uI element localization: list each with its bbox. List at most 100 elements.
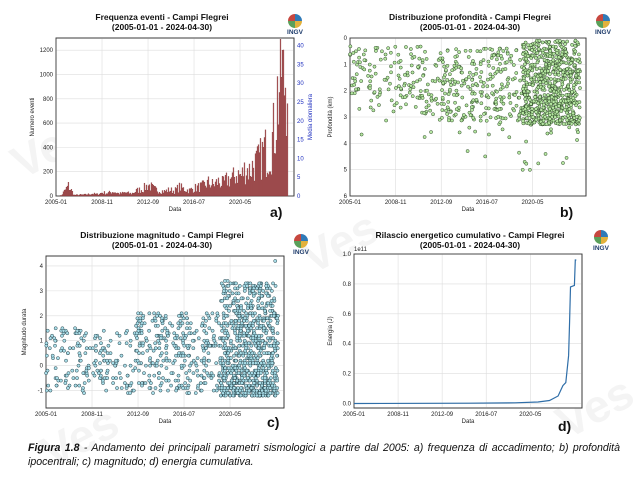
depth-point <box>523 40 528 45</box>
depth-point <box>482 80 486 85</box>
magnitude-point <box>147 386 152 390</box>
depth-point <box>534 110 538 114</box>
bar <box>146 190 149 197</box>
magnitude-point <box>153 346 158 351</box>
depth-point <box>529 77 534 82</box>
bar <box>123 192 126 197</box>
depth-point <box>483 154 488 159</box>
magnitude-point <box>169 383 173 388</box>
bar <box>257 144 260 197</box>
depth-point <box>567 88 572 92</box>
depth-point <box>424 57 429 61</box>
bar <box>259 138 262 197</box>
depth-point <box>460 70 464 75</box>
magnitude-point <box>215 383 219 388</box>
bar <box>97 194 100 197</box>
bar <box>147 185 150 197</box>
magnitude-point <box>194 328 199 333</box>
chart-c-title: Distribuzione magnitudo - Campi Flegrei … <box>12 230 312 250</box>
depth-point <box>542 58 547 62</box>
magnitude-point <box>253 311 257 316</box>
bar <box>232 167 235 197</box>
magnitude-point <box>79 336 84 341</box>
depth-point <box>442 64 447 69</box>
magnitude-point <box>139 323 144 328</box>
bar <box>233 177 236 197</box>
magnitude-point <box>244 311 248 316</box>
depth-point <box>367 62 372 67</box>
depth-point <box>566 114 571 118</box>
depth-point <box>514 48 519 53</box>
x-tick-label: 2016-07 <box>476 200 499 206</box>
magnitude-point <box>239 296 244 301</box>
depth-point <box>479 70 484 74</box>
depth-point <box>479 101 484 106</box>
magnitude-point <box>59 378 63 383</box>
magnitude-point <box>174 353 178 358</box>
depth-point <box>534 79 539 84</box>
magnitude-point <box>264 291 269 296</box>
bar <box>116 192 119 197</box>
magnitude-point <box>142 321 147 326</box>
magnitude-point <box>65 331 70 336</box>
magnitude-point <box>212 333 216 338</box>
bar <box>124 192 127 197</box>
bar <box>153 186 156 197</box>
depth-point <box>517 95 522 100</box>
depth-point <box>478 118 483 123</box>
magnitude-point <box>60 346 64 351</box>
depth-point <box>463 48 468 53</box>
magnitude-point <box>255 316 260 321</box>
bar <box>104 194 107 197</box>
depth-point <box>529 102 533 106</box>
magnitude-point <box>182 358 187 363</box>
bar <box>95 193 98 197</box>
bar <box>214 181 217 197</box>
depth-point <box>565 39 569 44</box>
depth-point <box>389 50 393 55</box>
magnitude-point <box>91 371 95 375</box>
magnitude-point <box>254 343 258 348</box>
magnitude-point <box>181 386 185 390</box>
bar <box>211 179 214 197</box>
bar <box>120 193 123 197</box>
magnitude-point <box>117 371 122 375</box>
depth-point <box>572 101 577 105</box>
depth-point <box>418 89 423 93</box>
y-axis-label: Profondità (km) <box>328 96 334 137</box>
depth-point <box>551 70 556 74</box>
magnitude-point <box>253 361 258 365</box>
magnitude-point <box>114 376 118 380</box>
bar <box>218 183 221 197</box>
bar <box>77 195 80 197</box>
magnitude-point <box>263 376 267 380</box>
chart-c-title-line1: Distribuzione magnitudo - Campi Flegrei <box>80 230 244 240</box>
magnitude-point <box>243 361 248 365</box>
magnitude-point <box>144 338 149 343</box>
depth-point <box>577 52 581 57</box>
magnitude-point <box>168 321 172 326</box>
bar <box>271 132 274 197</box>
chart-a-svg: 2005-01 2008-11 2012-09 2016-07 2020-0502004… <box>30 37 312 213</box>
x-tick-label: 2008-11 <box>387 412 409 418</box>
depth-point <box>577 105 582 110</box>
depth-point <box>533 72 538 77</box>
magnitude-point <box>149 381 153 385</box>
depth-point <box>380 49 384 54</box>
depth-point <box>548 107 552 111</box>
depth-point <box>351 59 356 64</box>
depth-point <box>359 79 364 83</box>
magnitude-point <box>248 281 253 286</box>
magnitude-point <box>137 343 142 348</box>
depth-point <box>437 117 442 122</box>
depth-point <box>441 60 445 64</box>
magnitude-point <box>260 383 264 388</box>
y2-tick-label: 35 <box>297 62 304 68</box>
y-tick-label: 0.2 <box>343 372 352 378</box>
magnitude-point <box>246 341 251 346</box>
depth-point <box>378 57 383 62</box>
bar <box>213 186 216 197</box>
magnitude-point <box>226 391 230 395</box>
bar <box>131 192 134 197</box>
magnitude-point <box>201 316 206 321</box>
